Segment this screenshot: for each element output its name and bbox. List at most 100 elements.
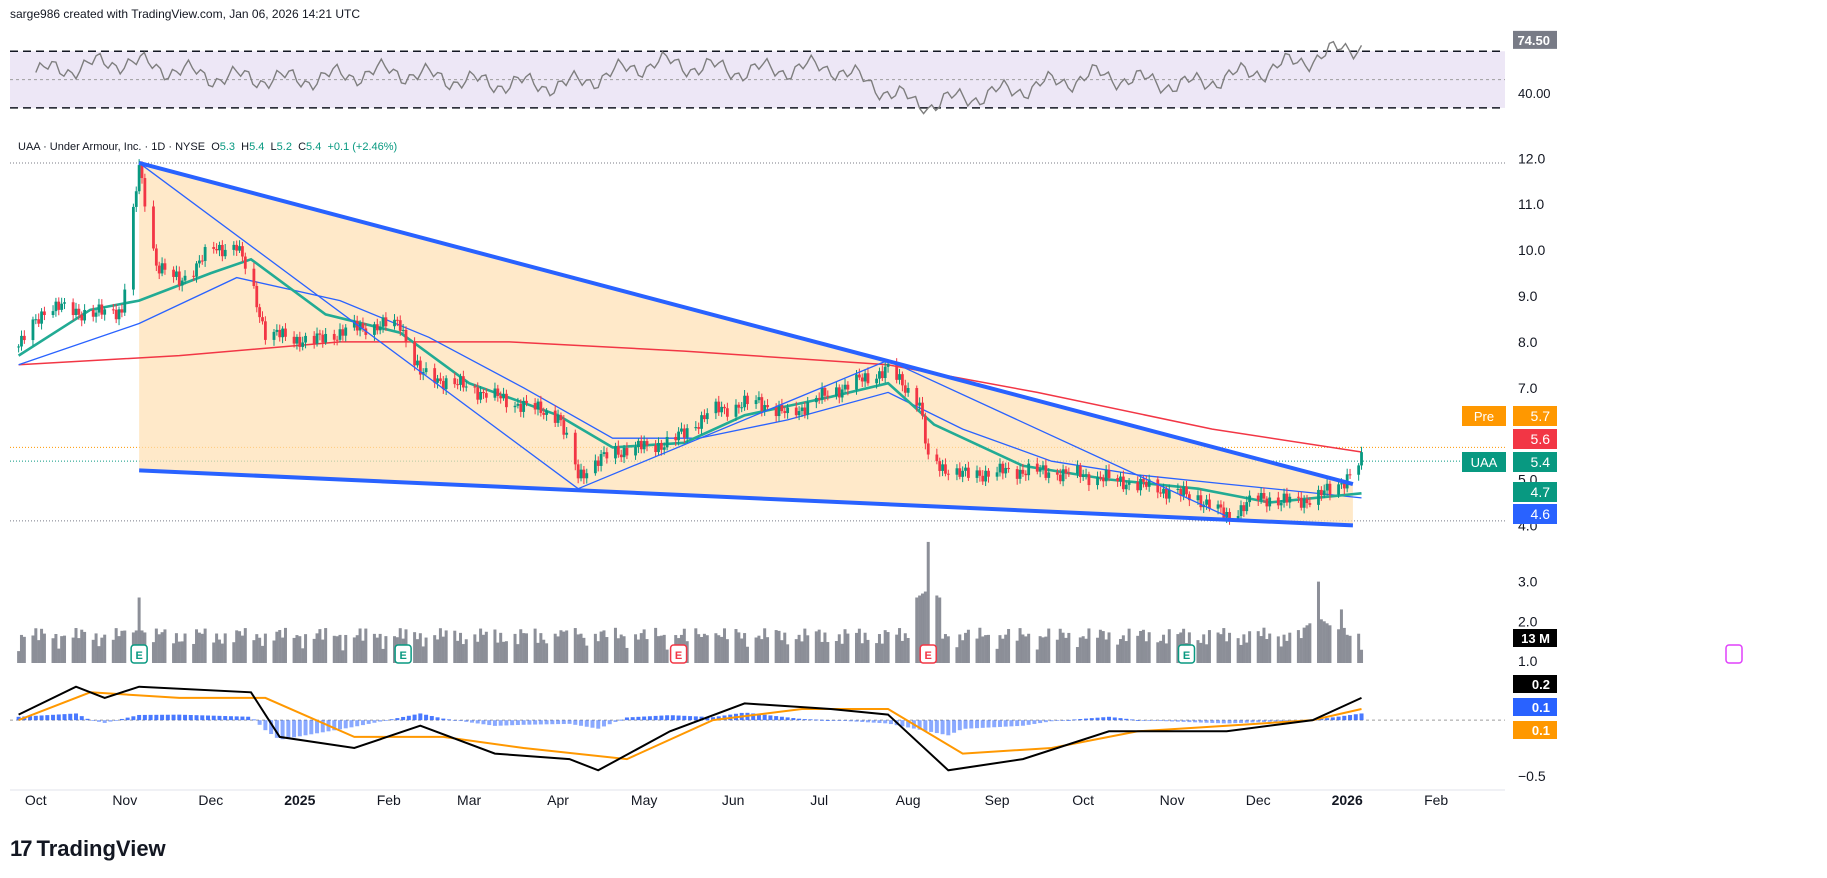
volume-bar (421, 646, 425, 663)
volume-bar (97, 646, 101, 663)
volume-bar (51, 638, 55, 663)
candle-body (157, 265, 161, 274)
rsi-last-value: 74.50 (1517, 33, 1550, 48)
candle-body (1225, 511, 1229, 518)
candle-body (1342, 483, 1346, 489)
volume-bar (103, 634, 107, 663)
volume-bar (522, 633, 526, 663)
candle-body (1182, 486, 1186, 496)
candle-body (439, 378, 442, 381)
candle-body (424, 368, 428, 373)
macd-histogram-bar (246, 716, 251, 721)
volume-bar (1044, 636, 1048, 663)
macd-histogram-bar (142, 714, 147, 721)
macd-histogram-bar (975, 720, 980, 729)
time-tick-5: Mar (457, 792, 481, 808)
macd-histogram-bar (458, 720, 463, 722)
volume-bar (542, 639, 546, 663)
volume-bar (100, 637, 104, 663)
candle-body (1199, 495, 1203, 508)
candle-body (223, 249, 227, 257)
tradingview-logo[interactable]: 17 TradingView (10, 836, 166, 862)
candle-body (944, 464, 947, 474)
candle-body (241, 246, 244, 257)
volume-bar (1242, 634, 1246, 663)
volume-bar (1018, 628, 1022, 663)
volume-bar (1279, 646, 1283, 663)
volume-bar (1118, 639, 1122, 663)
volume-bar (1001, 638, 1005, 663)
volume-bar (298, 636, 302, 663)
volume-bar (1084, 638, 1088, 663)
volume-bar (34, 628, 38, 663)
candle-body (826, 395, 830, 397)
macd-histogram-bar (1239, 720, 1244, 723)
volume-bar (616, 638, 620, 663)
macd-last-value-1: 0.1 (1532, 700, 1550, 715)
macd-histogram-bar (619, 719, 624, 721)
macd-histogram-bar (79, 716, 84, 721)
candle-body (1099, 476, 1102, 478)
candle-body (1001, 463, 1005, 474)
volume-bar (54, 634, 58, 663)
volume-bar (223, 633, 227, 663)
candle-body (1101, 477, 1105, 482)
volume-bar (634, 634, 638, 663)
candle-body (880, 371, 884, 379)
candle-body (1296, 496, 1300, 498)
volume-bar (757, 635, 761, 663)
candle-body (1236, 516, 1240, 520)
candle-body (163, 263, 167, 270)
candle-body (878, 371, 881, 379)
candle-body (398, 320, 402, 331)
volume-bar (1162, 634, 1166, 663)
price-tick-7: 11.0 (1518, 196, 1544, 212)
volume-bar (324, 628, 328, 663)
volume-bar (961, 640, 965, 663)
macd-histogram-bar (292, 720, 297, 738)
macd-histogram-bar (412, 714, 417, 721)
volume-bar (338, 634, 342, 663)
volume-bar (1164, 643, 1168, 663)
volume-bar (938, 597, 942, 663)
macd-histogram-bar (475, 720, 480, 724)
volume-bar (1288, 632, 1292, 663)
macd-histogram-bar (1330, 717, 1335, 721)
volume-bar (1268, 633, 1272, 663)
macd-histogram-bar (1129, 719, 1134, 721)
volume-bar (519, 629, 523, 663)
wedge-upper-trendline (138, 161, 1354, 487)
macd-histogram-bar (424, 714, 429, 721)
macd-histogram-bar (934, 720, 939, 734)
macd-histogram-bar (447, 719, 452, 721)
candle-body (682, 428, 686, 438)
macd-histogram-bar (154, 714, 159, 721)
macd-histogram-bar (825, 720, 830, 721)
macd-histogram-bar (527, 720, 532, 725)
candle-body (964, 467, 967, 471)
volume-bar (504, 641, 508, 663)
volume-bar (304, 634, 308, 663)
earnings-marker (130, 644, 148, 664)
volume-bar (364, 628, 368, 663)
volume-bar (1205, 644, 1209, 663)
volume-bar (582, 637, 586, 663)
candle-body (261, 317, 264, 322)
macd-histogram-bar (607, 720, 612, 725)
candle-body (559, 415, 563, 421)
volume-bar (1107, 632, 1111, 663)
volume-bar (481, 634, 485, 663)
rsi-last-value-bg (1513, 30, 1557, 49)
volume-bar (986, 634, 990, 663)
candle-body (645, 441, 649, 446)
macd-histogram-bar (452, 720, 457, 721)
macd-histogram-bar (1342, 715, 1347, 721)
macd-histogram-bar (1353, 714, 1358, 721)
candle-body (619, 454, 623, 458)
candle-body (1239, 505, 1243, 517)
candle-body (453, 378, 457, 385)
candle-body (1319, 489, 1323, 496)
candle-body (499, 395, 503, 399)
volume-bar (476, 641, 480, 663)
